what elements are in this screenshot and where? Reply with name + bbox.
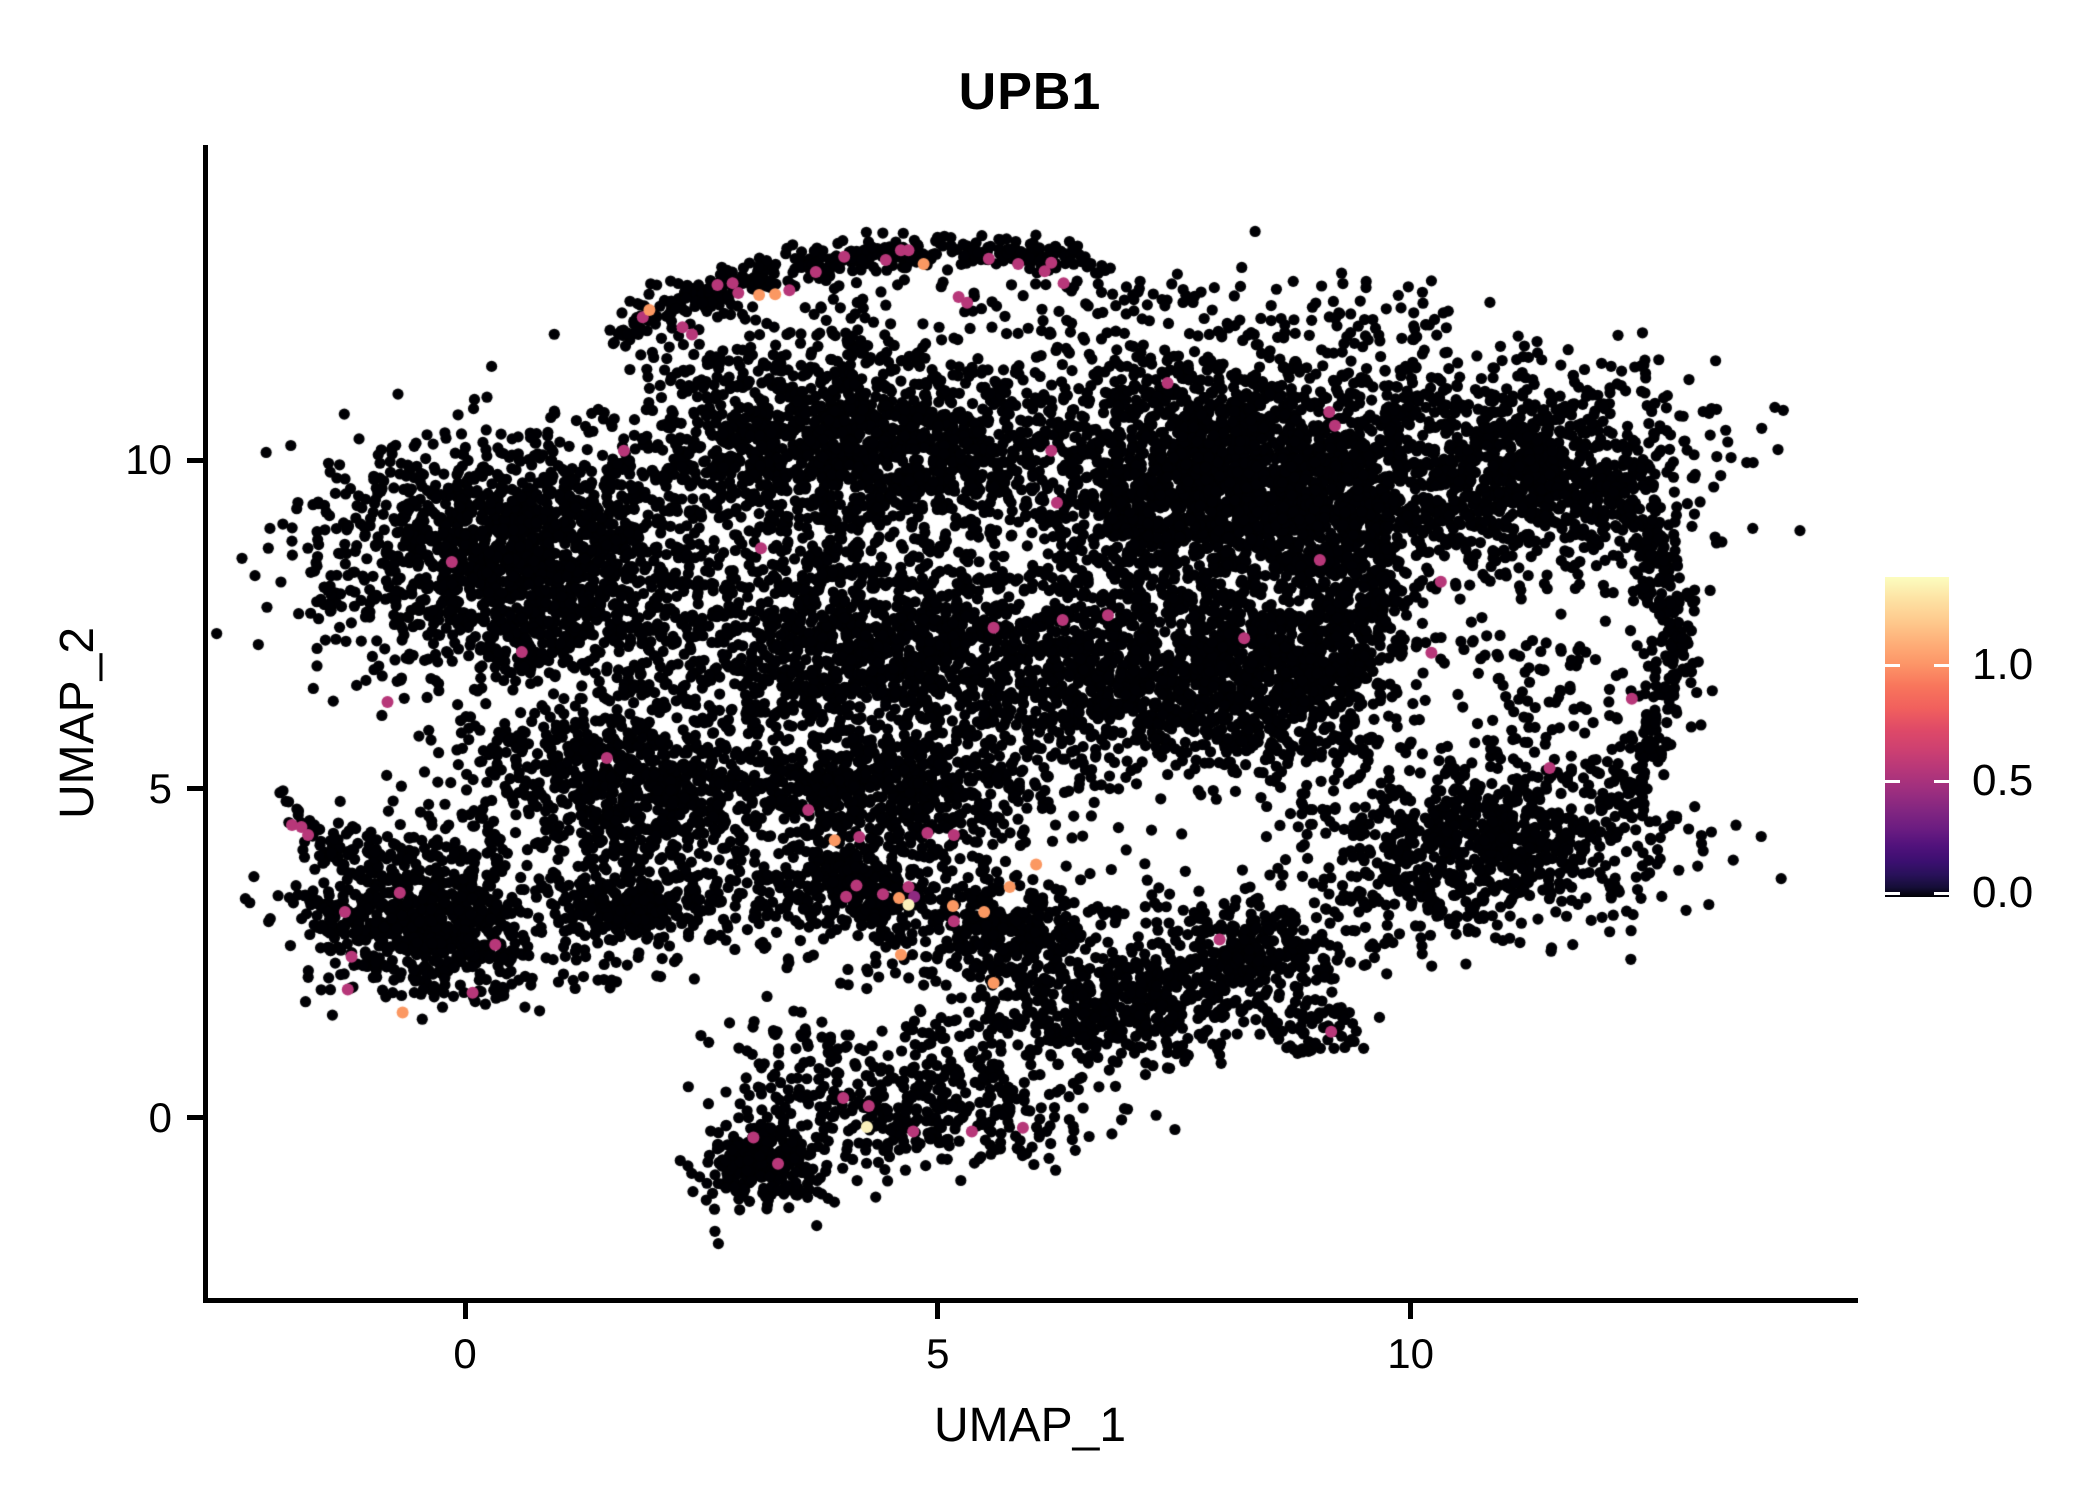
- colorbar-tick: [1934, 891, 1949, 895]
- colorbar-tick: [1885, 779, 1900, 783]
- x-tick-label: 10: [1387, 1330, 1434, 1377]
- x-tick-label: 0: [453, 1330, 477, 1377]
- x-tick-label: 5: [926, 1330, 950, 1377]
- colorbar-label: 1.0: [1972, 640, 2034, 690]
- y-axis-tick: [187, 1115, 203, 1121]
- expression-colorbar: [1885, 577, 1949, 897]
- colorbar-tick: [1934, 663, 1949, 667]
- y-axis-title: UMAP_2: [51, 626, 104, 820]
- colorbar-tick: [1885, 891, 1900, 895]
- y-tick-label: 10: [125, 436, 172, 484]
- colorbar-tick: [1885, 663, 1900, 667]
- x-axis-tick: [1408, 1303, 1414, 1319]
- y-axis-tick: [187, 786, 203, 792]
- colorbar-label: 0.5: [1972, 756, 2034, 806]
- y-axis-tick: [187, 457, 203, 463]
- x-axis-title: UMAP_1: [933, 1399, 1127, 1452]
- y-tick-label: 5: [148, 764, 172, 812]
- colorbar-tick: [1934, 779, 1949, 783]
- colorbar-label: 0.0: [1972, 868, 2034, 917]
- x-axis-line: [203, 1298, 1858, 1303]
- y-tick-label: 0: [148, 1093, 172, 1141]
- x-axis-tick: [462, 1303, 468, 1319]
- x-axis-tick: [935, 1303, 941, 1319]
- y-axis-line: [203, 145, 208, 1303]
